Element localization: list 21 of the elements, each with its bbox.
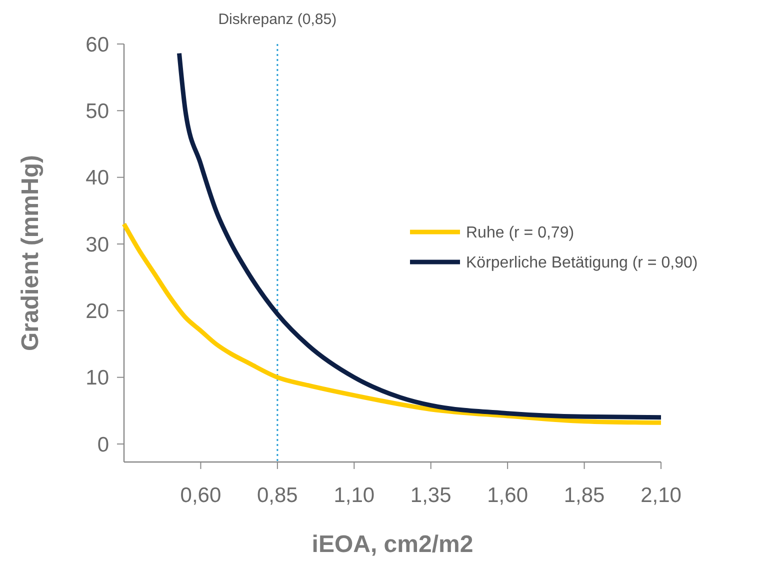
- y-tick-label: 30: [86, 233, 109, 256]
- x-tick-label: 0,60: [180, 484, 222, 507]
- y-tick-label: 60: [86, 33, 109, 56]
- x-tick-label: 1,35: [410, 484, 452, 507]
- x-tick-label: 1,85: [564, 484, 605, 507]
- y-tick-label: 50: [86, 100, 109, 124]
- ref-line-label: Diskrepanz (0,85): [218, 11, 337, 28]
- legend-label: Ruhe (r = 0,79): [466, 224, 574, 242]
- legend-label: Körperliche Betätigung (r = 0,90): [466, 254, 698, 272]
- x-tick-label: 0,85: [256, 484, 298, 507]
- x-tick-label: 2,10: [640, 484, 682, 507]
- y-tick-label: 40: [86, 166, 109, 190]
- x-tick-label: 1,10: [334, 484, 375, 507]
- x-axis-title: iEOA, cm2/m2: [312, 531, 474, 558]
- y-axis-title: Gradient (mmHg): [17, 154, 44, 352]
- line-series: [176, 51, 664, 420]
- y-tick-label: 0: [97, 433, 109, 456]
- x-tick-label: 1,60: [487, 484, 528, 507]
- line-series: [122, 222, 664, 425]
- y-tick-label: 20: [86, 300, 109, 324]
- y-tick-label: 10: [86, 366, 109, 390]
